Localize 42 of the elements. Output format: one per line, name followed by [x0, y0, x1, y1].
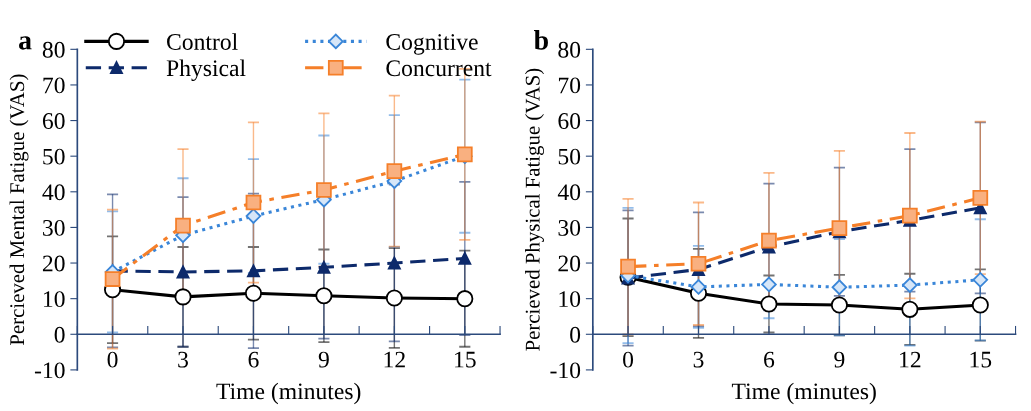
y-tick-label: 80	[558, 41, 581, 58]
y-tick-label: 0	[570, 326, 581, 343]
y-tick-label: 60	[42, 113, 65, 129]
y-tick-label: 10	[559, 291, 581, 308]
x-tick-label: 12	[900, 351, 921, 368]
x-tick-label: 6	[764, 351, 775, 368]
y-axis-title: Percieved Physical Fatigue (VAS)	[525, 68, 544, 351]
y-tick-label: 70	[558, 77, 581, 94]
legend-label: Physical	[166, 59, 246, 82]
y-tick-label: 20	[558, 255, 581, 272]
x-tick-label: 6	[248, 351, 259, 368]
y-tick-label: 70	[43, 77, 65, 94]
y-tick-label: 40	[42, 184, 65, 201]
legend-label: Control	[167, 33, 238, 50]
y-tick-label: 20	[42, 255, 65, 272]
y-tick-label: 50	[558, 148, 581, 165]
y-tick-label: 80	[42, 41, 65, 58]
x-tick-label: 15	[455, 351, 476, 368]
legend-label: Concurrent	[386, 60, 492, 77]
y-tick-label: -10	[34, 362, 65, 379]
legend-label: Cognitive	[386, 34, 478, 55]
x-tick-label: 0	[623, 351, 634, 368]
x-axis-title: Time (minutes)	[731, 382, 876, 405]
y-axis-title: Percieved Mental Fatigue (VAS)	[9, 74, 29, 346]
x-tick-label: 3	[178, 351, 188, 368]
y-tick-label: 50	[43, 148, 65, 165]
y-tick-label: -10	[550, 362, 581, 379]
y-tick-label: 30	[43, 219, 65, 236]
x-axis-title: Time (minutes)	[216, 382, 361, 405]
y-tick-label: 10	[43, 291, 65, 308]
x-tick-label: 9	[318, 351, 329, 368]
chart-title: a	[19, 36, 32, 50]
x-tick-label: 9	[834, 351, 845, 368]
y-tick-label: 30	[558, 219, 581, 236]
x-tick-label: 3	[693, 351, 704, 368]
y-tick-label: 60	[558, 113, 581, 129]
x-tick-label: 12	[384, 351, 405, 368]
y-tick-label: 40	[557, 184, 581, 201]
y-tick-label: 0	[54, 326, 65, 343]
chart-title: b	[534, 30, 548, 50]
x-tick-label: 15	[970, 351, 992, 368]
x-tick-label: 0	[107, 351, 118, 368]
